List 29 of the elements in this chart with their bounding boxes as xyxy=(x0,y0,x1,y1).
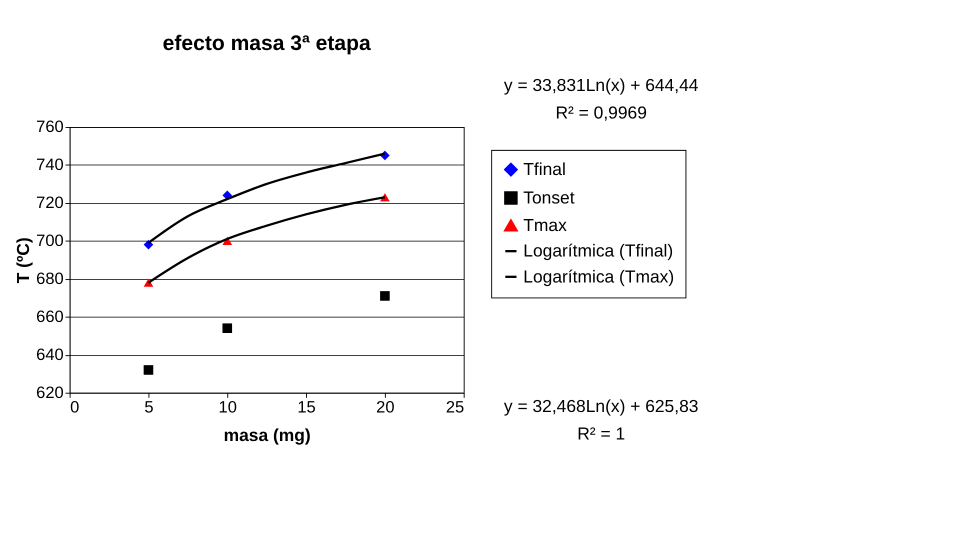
y-axis-title: T (ºC) xyxy=(12,237,33,284)
x-tick-label: 20 xyxy=(376,398,395,416)
y-tick-label: 620 xyxy=(36,384,64,402)
legend-label: Logarítmica (Tfinal) xyxy=(523,240,674,261)
y-tick-label: 740 xyxy=(36,156,64,174)
y-tick-label: 760 xyxy=(36,118,64,136)
x-tick-label: 10 xyxy=(218,398,237,416)
x-tick-label: 25 xyxy=(446,398,464,416)
text: y = 33,831Ln(x) + 644,44 xyxy=(504,75,699,96)
point xyxy=(222,323,232,334)
x-tick-label: 5 xyxy=(144,398,154,416)
y-tick-label: 680 xyxy=(36,270,64,288)
text: R² = 0,9969 xyxy=(555,102,647,123)
text: y = 32,468Ln(x) + 625,83 xyxy=(504,396,698,416)
text: R² = 1 xyxy=(577,423,626,444)
y-tick-label: 720 xyxy=(36,194,64,212)
point xyxy=(144,365,154,375)
x-tick-label: 15 xyxy=(297,398,316,416)
y-tick-label: 700 xyxy=(36,232,64,250)
y-tick-label: 640 xyxy=(36,346,64,364)
point xyxy=(380,291,390,301)
legend-label: Logarítmica (Tmax) xyxy=(523,266,674,286)
chart-title: efecto masa 3ª etapa xyxy=(162,32,371,56)
legend-label: Tmax xyxy=(523,215,568,235)
legend-label: Tfinal xyxy=(523,159,566,180)
x-tick-label: 0 xyxy=(70,398,80,416)
legend-label: Tonset xyxy=(523,188,575,208)
x-axis-title: masa (mg) xyxy=(224,424,311,445)
y-tick-label: 660 xyxy=(36,308,64,326)
